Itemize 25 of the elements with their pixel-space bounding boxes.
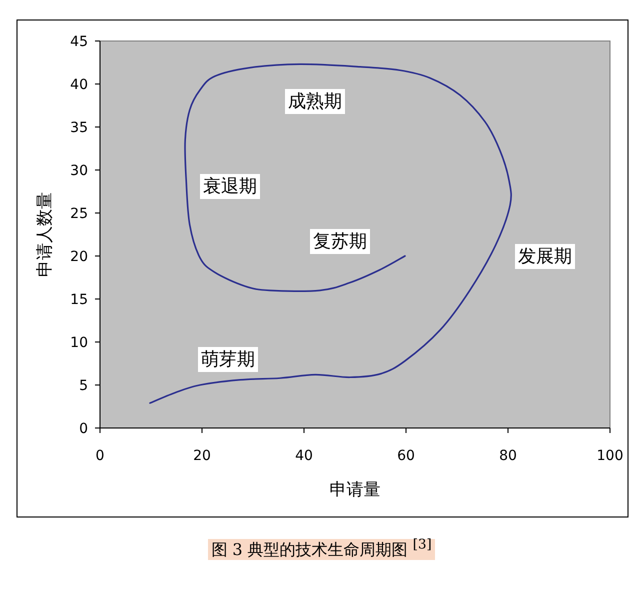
y-tick-label: 10 — [70, 335, 88, 351]
caption: 图 3 典型的技术生命周期图 $^{[3]}$ — [208, 538, 435, 560]
line-series — [149, 63, 512, 404]
y-tick-label: 40 — [70, 77, 88, 93]
annotation: 成熟期 — [288, 91, 342, 112]
y-tick-label: 15 — [70, 292, 88, 308]
y-tick-label: 0 — [79, 421, 88, 437]
y-axis-title: 申请人数量 — [35, 192, 55, 277]
x-tick-label: 100 — [596, 448, 624, 464]
x-tick-label: 60 — [397, 448, 415, 464]
y-tick-label: 5 — [79, 378, 88, 394]
annotation: 衰退期 — [203, 176, 257, 197]
x-axis-title: 申请量 — [330, 480, 380, 500]
x-tick-label: 40 — [295, 448, 313, 464]
annotation: 复苏期 — [313, 231, 367, 252]
y-tick-label: 25 — [70, 206, 88, 222]
y-tick-label: 45 — [70, 34, 88, 50]
x-tick-label: 20 — [193, 448, 211, 464]
y-tick-label: 30 — [70, 163, 88, 179]
x-tick-label: 80 — [499, 448, 517, 464]
annotation: 萌芽期 — [201, 349, 255, 370]
y-tick-label: 20 — [70, 249, 88, 265]
y-tick-label: 35 — [70, 120, 88, 136]
x-tick-label: 0 — [96, 448, 104, 464]
annotation: 发展期 — [518, 246, 572, 267]
